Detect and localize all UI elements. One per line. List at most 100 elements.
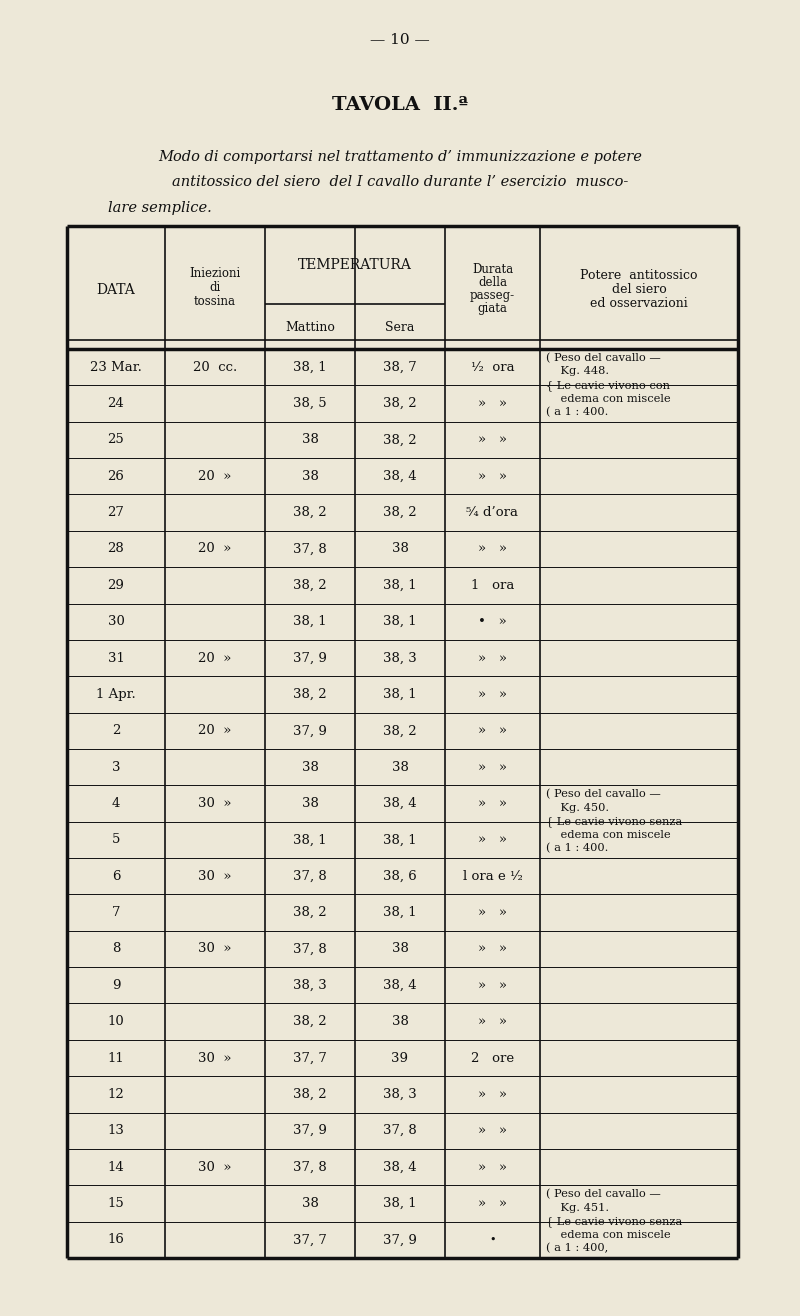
Text: ( a 1 : 400,: ( a 1 : 400, [546, 1244, 608, 1254]
Text: »   »: » » [478, 942, 507, 955]
Text: ( Peso del cavallo —: ( Peso del cavallo — [546, 353, 661, 363]
Text: Durata: Durata [472, 263, 513, 276]
Text: 20  »: 20 » [198, 651, 232, 665]
Text: »   »: » » [478, 833, 507, 846]
Text: 38: 38 [302, 797, 318, 811]
Text: 3: 3 [112, 761, 120, 774]
Text: 38, 2: 38, 2 [383, 507, 417, 519]
Text: tossina: tossina [194, 295, 236, 308]
Text: 39: 39 [391, 1051, 409, 1065]
Text: 38, 2: 38, 2 [293, 1015, 327, 1028]
Text: »   »: » » [478, 1088, 507, 1101]
Text: 38: 38 [391, 542, 409, 555]
Text: 30  »: 30 » [198, 870, 232, 883]
Text: »   »: » » [478, 542, 507, 555]
Text: •   »: • » [478, 615, 507, 628]
Text: 38, 1: 38, 1 [293, 615, 327, 628]
Text: 13: 13 [107, 1124, 125, 1137]
Text: passeg-: passeg- [470, 290, 515, 301]
Text: 30  »: 30 » [198, 1161, 232, 1174]
Text: della: della [478, 276, 507, 290]
Text: 20  »: 20 » [198, 470, 232, 483]
Text: ( a 1 : 400.: ( a 1 : 400. [546, 407, 608, 417]
Text: 11: 11 [108, 1051, 124, 1065]
Text: 38, 2: 38, 2 [293, 579, 327, 592]
Text: 14: 14 [108, 1161, 124, 1174]
Text: edema con miscele: edema con miscele [546, 393, 670, 404]
Text: 38, 1: 38, 1 [383, 833, 417, 846]
Text: l ora e ¹⁄₂: l ora e ¹⁄₂ [462, 870, 522, 883]
Text: 37, 8: 37, 8 [293, 942, 327, 955]
Text: 38, 3: 38, 3 [383, 1088, 417, 1101]
Text: 38, 2: 38, 2 [293, 507, 327, 519]
Text: 38, 1: 38, 1 [383, 615, 417, 628]
Text: Iniezioni: Iniezioni [190, 267, 241, 280]
Text: 38, 2: 38, 2 [383, 724, 417, 737]
Text: 38, 2: 38, 2 [293, 1088, 327, 1101]
Text: { Le cavie vivono senza: { Le cavie vivono senza [546, 816, 682, 826]
Text: 38: 38 [391, 942, 409, 955]
Text: ( a 1 : 400.: ( a 1 : 400. [546, 844, 608, 854]
Text: 27: 27 [107, 507, 125, 519]
Text: 37, 9: 37, 9 [383, 1233, 417, 1246]
Text: del siero: del siero [612, 283, 666, 296]
Text: •: • [490, 1234, 496, 1245]
Text: 37, 7: 37, 7 [293, 1051, 327, 1065]
Text: Modo di comportarsi nel trattamento d’ immunizzazione e potere: Modo di comportarsi nel trattamento d’ i… [158, 150, 642, 164]
Text: 37, 9: 37, 9 [293, 1124, 327, 1137]
Text: 38, 4: 38, 4 [383, 797, 417, 811]
Text: ( Peso del cavallo —: ( Peso del cavallo — [546, 1190, 661, 1200]
Text: 28: 28 [108, 542, 124, 555]
Text: 38, 7: 38, 7 [383, 361, 417, 374]
Text: »   »: » » [478, 797, 507, 811]
Text: 8: 8 [112, 942, 120, 955]
Text: giata: giata [478, 301, 507, 315]
Text: 20  cc.: 20 cc. [193, 361, 237, 374]
Text: 38, 1: 38, 1 [383, 688, 417, 701]
Text: Potere  antitossico: Potere antitossico [580, 268, 698, 282]
Text: 37, 8: 37, 8 [383, 1124, 417, 1137]
Text: 15: 15 [108, 1198, 124, 1209]
Text: 30: 30 [107, 615, 125, 628]
Text: 30  »: 30 » [198, 1051, 232, 1065]
Text: 2   ore: 2 ore [471, 1051, 514, 1065]
Text: 20  »: 20 » [198, 542, 232, 555]
Text: 4: 4 [112, 797, 120, 811]
Text: 37, 8: 37, 8 [293, 1161, 327, 1174]
Text: 38, 2: 38, 2 [293, 907, 327, 919]
Text: 38: 38 [302, 761, 318, 774]
Text: 12: 12 [108, 1088, 124, 1101]
Text: ¹⁄₂  ora: ¹⁄₂ ora [470, 361, 514, 374]
Text: »   »: » » [478, 1015, 507, 1028]
Text: 25: 25 [108, 433, 124, 446]
Text: { Le cavie vivono con: { Le cavie vivono con [546, 380, 670, 391]
Text: Kg. 448.: Kg. 448. [546, 366, 609, 376]
Text: 37, 7: 37, 7 [293, 1233, 327, 1246]
Text: »   »: » » [478, 979, 507, 992]
Text: 23 Mar.: 23 Mar. [90, 361, 142, 374]
Text: »   »: » » [478, 1161, 507, 1174]
Text: 38, 2: 38, 2 [293, 688, 327, 701]
Text: 38, 1: 38, 1 [293, 833, 327, 846]
Text: ⁵⁄₄ d’ora: ⁵⁄₄ d’ora [466, 507, 518, 519]
Text: 29: 29 [107, 579, 125, 592]
Text: 38: 38 [302, 470, 318, 483]
Text: 7: 7 [112, 907, 120, 919]
Text: Kg. 450.: Kg. 450. [546, 803, 609, 813]
Text: 30  »: 30 » [198, 797, 232, 811]
Text: 2: 2 [112, 724, 120, 737]
Text: 1   ora: 1 ora [471, 579, 514, 592]
Text: 24: 24 [108, 397, 124, 411]
Text: edema con miscele: edema con miscele [546, 1229, 670, 1240]
Text: antitossico del siero  del I cavallo durante l’ esercizio  musco-: antitossico del siero del I cavallo dura… [172, 175, 628, 190]
Text: 37, 9: 37, 9 [293, 724, 327, 737]
Text: 38, 1: 38, 1 [383, 1198, 417, 1209]
Text: 31: 31 [107, 651, 125, 665]
Text: 10: 10 [108, 1015, 124, 1028]
Text: ( Peso del cavallo —: ( Peso del cavallo — [546, 790, 661, 800]
Text: TAVOLA  II.ª: TAVOLA II.ª [332, 96, 468, 114]
Text: 38, 1: 38, 1 [383, 907, 417, 919]
Text: »   »: » » [478, 907, 507, 919]
Text: 38: 38 [302, 433, 318, 446]
Text: 16: 16 [107, 1233, 125, 1246]
